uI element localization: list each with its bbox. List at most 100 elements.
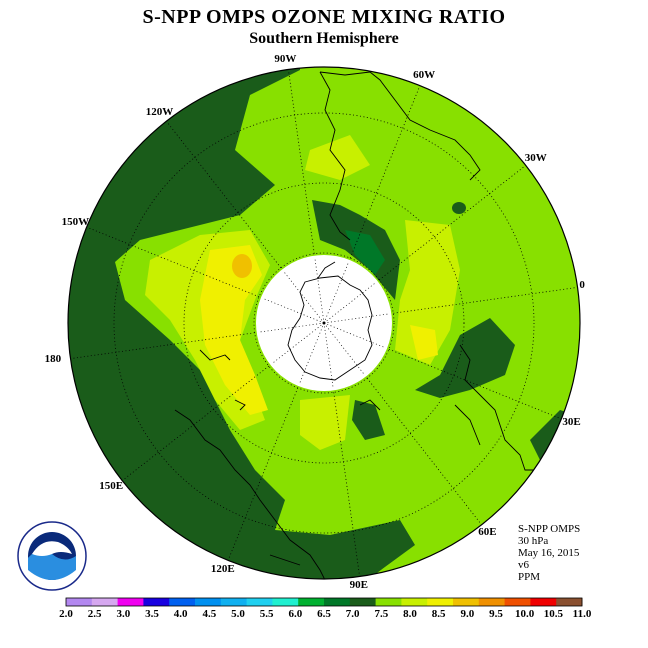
field-yellowgreen-north <box>305 135 370 180</box>
colorbar-label: 11.0 <box>572 608 592 620</box>
colorbar-label: 10.0 <box>515 608 535 620</box>
colorbar-swatch <box>272 598 299 606</box>
colorbar-label: 7.0 <box>345 608 360 620</box>
antarctic-meridian <box>314 257 325 324</box>
colorbar-swatch <box>556 598 583 606</box>
colorbar-swatch <box>401 598 428 606</box>
antarctic-meridian <box>262 297 325 324</box>
longitude-label: 60E <box>478 525 497 538</box>
colorbar-swatch <box>117 598 144 606</box>
colorbar-swatch <box>220 598 248 606</box>
noaa-logo: NOAA <box>17 521 87 591</box>
longitude-label: 90W <box>274 52 297 65</box>
colorbar-swatch <box>324 598 351 606</box>
colorbar-swatch <box>91 598 119 606</box>
info-level: 30 hPa <box>518 535 549 547</box>
field-yellowgreen-south <box>300 395 350 450</box>
colorbar-swatch <box>427 598 454 606</box>
colorbar-swatch <box>298 598 325 606</box>
colorbar-label: 2.5 <box>87 608 102 620</box>
field-dark-west <box>68 67 415 579</box>
noaa-logo-text: NOAA <box>39 544 66 554</box>
colorbar-label: 4.5 <box>202 608 217 620</box>
meridian-line <box>378 165 526 281</box>
colorbar-label: 3.5 <box>145 608 159 620</box>
longitude-label: 150W <box>61 216 90 229</box>
antarctic-meridian <box>323 322 365 376</box>
colorbar-label: 2.0 <box>59 608 73 620</box>
field-dark-southeast <box>415 318 515 398</box>
longitude-label: 90E <box>349 579 368 592</box>
colorbar <box>65 597 583 607</box>
colorbar-label: 5.0 <box>231 608 245 620</box>
field-dark-spot <box>452 202 466 214</box>
colorbar-label: 9.5 <box>489 608 503 620</box>
antarctic-meridian <box>271 322 325 364</box>
antarctic-meridian <box>323 322 334 389</box>
longitude-label: 180 <box>44 353 62 366</box>
map-boundary <box>67 66 581 580</box>
colorbar-swatch <box>66 598 93 606</box>
meridian-line <box>70 332 255 360</box>
meridian-line <box>166 121 282 269</box>
colorbar-swatch <box>375 598 402 606</box>
colorbar-swatch <box>530 598 557 606</box>
latitude-lines <box>113 112 535 534</box>
south-pole-dot <box>322 321 326 325</box>
colorbar-swatch <box>453 598 480 606</box>
colorbar-swatch <box>246 598 273 606</box>
longitude-label: 0 <box>579 278 585 291</box>
meridian-line <box>393 286 578 314</box>
colorbar-label: 6.5 <box>317 608 331 620</box>
longitude-label: 60W <box>413 69 436 82</box>
meridian-line <box>366 377 482 525</box>
info-instrument: S-NPP OMPS <box>518 523 581 535</box>
longitude-label: 30E <box>562 415 581 428</box>
colorbar-frame <box>65 597 583 607</box>
antarctic-meridian <box>298 322 325 385</box>
antarctic-meridian <box>323 313 390 324</box>
meridian-line <box>122 365 270 481</box>
field-dark-south <box>352 400 385 440</box>
info-units: PPM <box>518 571 541 583</box>
field-yellow-east <box>410 325 438 360</box>
field-orange-peak <box>232 254 252 278</box>
longitude-label: 120E <box>210 562 235 575</box>
colorbar-swatch <box>169 598 196 606</box>
meridian-line <box>333 392 361 577</box>
colorbar-label: 10.5 <box>543 608 563 620</box>
colorbar-swatch <box>195 598 222 606</box>
colorbar-label: 7.5 <box>374 608 389 620</box>
meridian-line <box>287 69 315 254</box>
antarctic-meridian <box>323 322 386 349</box>
field-yellow-west <box>200 245 268 415</box>
antarctic-meridian <box>283 270 325 324</box>
colorbar-swatch <box>478 598 506 606</box>
antarctic-grid <box>258 257 390 389</box>
longitude-label: 30W <box>524 152 547 165</box>
map-subtitle: Southern Hemisphere <box>249 30 399 47</box>
colorbar-label: 3.0 <box>116 608 131 620</box>
colorbar-swatch <box>349 598 377 606</box>
colorbar-swatch <box>504 598 531 606</box>
colorbar-swatch <box>143 598 170 606</box>
colorbar-label: 6.0 <box>288 608 303 620</box>
antarctic-meridian <box>258 322 325 333</box>
longitude-label: 120W <box>145 106 174 119</box>
field-green-peninsula <box>345 230 385 275</box>
colorbar-label: 8.5 <box>431 608 446 620</box>
antarctic-meridian <box>323 261 350 324</box>
info-version: v6 <box>518 559 529 571</box>
colorbar-label: 4.0 <box>173 608 188 620</box>
antarctic-meridian <box>323 282 377 324</box>
antarctica-coastline <box>287 261 373 381</box>
longitude-label: 150E <box>99 479 124 492</box>
longitude-lines <box>70 69 578 577</box>
colorbar-label: 8.0 <box>403 608 417 620</box>
map-title: S-NPP OMPS OZONE MIXING RATIO <box>142 6 506 28</box>
info-block: S-NPP OMPS 30 hPa May 16, 2015 v6 PPM <box>518 523 580 583</box>
colorbar-label: 5.5 <box>259 608 274 620</box>
info-date: May 16, 2015 <box>518 547 580 559</box>
coastlines <box>174 71 540 579</box>
